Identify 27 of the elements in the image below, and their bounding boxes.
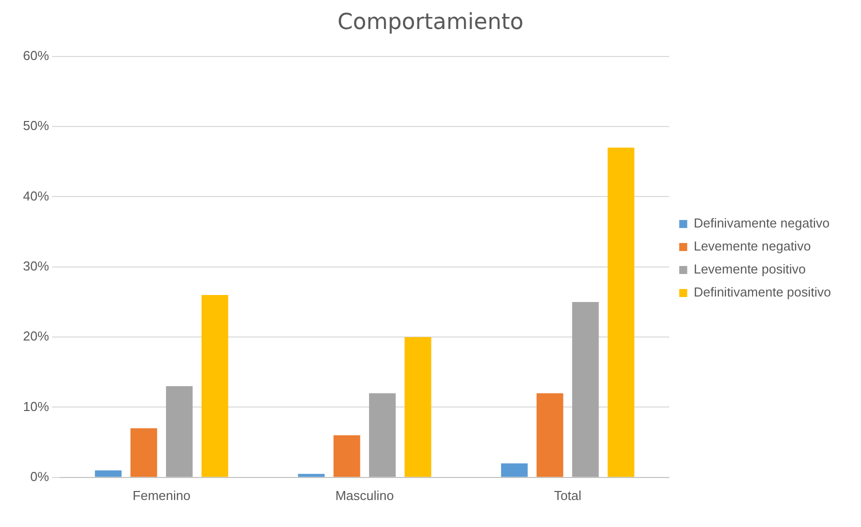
x-tick-label: Masculino [335,488,394,503]
legend-label: Levemente negativo [694,238,811,254]
bar [608,148,634,477]
chart-title: Comportamiento [338,10,524,35]
bar [404,337,432,477]
legend-label: Definitivamente positivo [694,284,832,300]
y-tick-label: 30% [22,258,50,274]
bar [501,463,528,477]
x-tick-label: Femenino [132,488,190,503]
legend-label: Definivamente negativo [694,216,830,231]
bar [572,302,599,477]
y-tick-label: 10% [22,398,50,414]
y-tick-label: 0% [30,468,50,484]
bar [130,428,158,477]
bar [202,294,228,477]
y-tick-label: 40% [22,188,50,204]
bar [298,474,325,477]
y-tick-label: 50% [22,118,50,134]
legend-label: Levemente positivo [694,262,806,277]
y-tick-label: 20% [22,328,50,344]
bar [369,393,396,477]
bar [166,386,193,477]
bar [94,470,122,477]
x-tick-label: Total [554,488,582,503]
y-tick-label: 60% [22,48,50,63]
bar [536,393,564,477]
bar [334,435,360,477]
